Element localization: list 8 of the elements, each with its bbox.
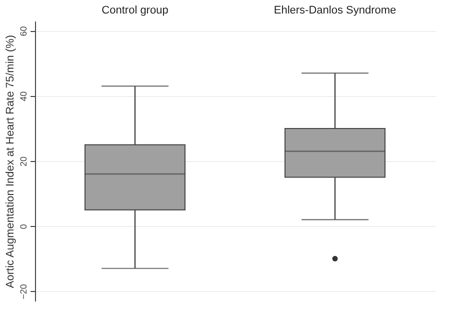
x-tick-label: Ehlers-Danlos Syndrome: [274, 4, 396, 16]
y-axis-title: Aortic Augmentation Index at Heart Rate 75/min (%): [4, 34, 16, 288]
y-tick-label: 0: [18, 224, 28, 230]
x-tick-label: Control group: [102, 4, 168, 16]
y-tick-label: −20: [18, 284, 28, 300]
y-tick-label: 60: [18, 26, 28, 36]
y-tick-label: 20: [18, 156, 28, 167]
y-tick-label: 40: [18, 91, 28, 102]
